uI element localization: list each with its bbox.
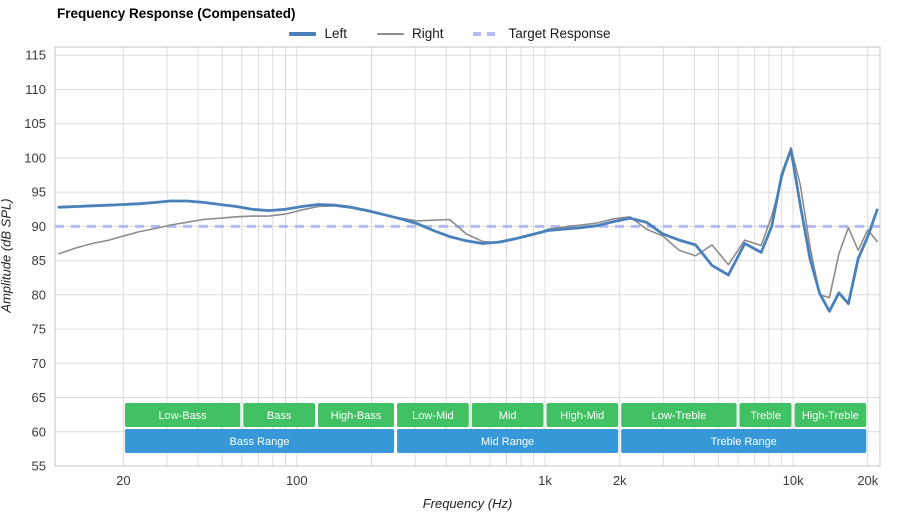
left-line-swatch	[289, 31, 317, 36]
band-treble	[739, 403, 792, 427]
band-mid-range	[397, 429, 619, 453]
band-label: High-Bass	[331, 410, 382, 422]
band-mid	[471, 403, 544, 427]
y-tick-label: 115	[25, 48, 46, 63]
band-high-treble	[794, 403, 867, 427]
legend-label-target-response: Target Response	[508, 26, 611, 41]
legend-label-left: Left	[324, 26, 347, 41]
x-tick-label: 1k	[538, 473, 552, 488]
band-label: Low-Mid	[412, 410, 454, 422]
y-tick-label: 75	[32, 322, 46, 337]
band-low-bass	[124, 403, 241, 427]
legend-item-target-response[interactable]: Target Response	[473, 26, 611, 41]
target-response-swatch	[473, 31, 501, 36]
chart-legend: Left Right Target Response	[0, 26, 900, 41]
y-tick-label: 90	[32, 219, 46, 234]
y-tick-label: 100	[24, 150, 46, 165]
band-label: Treble	[750, 410, 781, 422]
main-bands: Bass Range Mid Range Treble Range	[124, 429, 867, 453]
band-low-mid	[397, 403, 469, 427]
band-label: High-Treble	[802, 410, 859, 422]
y-axis-title: Amplitude (dB SPL)	[0, 198, 14, 313]
band-high-mid	[546, 403, 619, 427]
band-bass-range	[124, 429, 395, 453]
band-label: Treble Range	[711, 436, 777, 448]
band-high-bass	[318, 403, 395, 427]
band-label: Bass Range	[230, 436, 290, 448]
band-label: Mid Range	[481, 436, 534, 448]
x-tick-label: 2k	[613, 473, 627, 488]
band-treble-range	[621, 429, 867, 453]
y-tick-label: 70	[32, 356, 46, 371]
y-tick-label: 80	[32, 287, 46, 302]
x-tick-label: 10k	[783, 473, 804, 488]
y-tick-labels: 55 60 65 70 75 80 85 90 95 100 105 110 115	[24, 48, 46, 474]
x-tick-label: 20	[116, 473, 130, 488]
band-low-treble	[621, 403, 737, 427]
x-tick-label: 100	[286, 473, 308, 488]
y-tick-label: 105	[24, 116, 46, 131]
x-axis-title: Frequency (Hz)	[422, 496, 513, 511]
band-bass	[243, 403, 315, 427]
y-tick-label: 60	[32, 424, 46, 439]
y-tick-label: 110	[25, 82, 46, 97]
y-tick-label: 55	[32, 459, 46, 474]
y-tick-label: 85	[32, 253, 46, 268]
y-tick-label: 95	[32, 185, 46, 200]
y-tick-label: 65	[32, 390, 46, 405]
legend-item-right[interactable]: Right	[376, 26, 444, 41]
right-line-swatch	[376, 32, 404, 35]
band-label: Low-Treble	[652, 410, 707, 422]
gridlines	[54, 46, 881, 467]
band-label: Bass	[267, 410, 292, 422]
left-curve	[57, 148, 879, 313]
legend-item-left[interactable]: Left	[289, 26, 347, 41]
x-tick-labels: 20 100 1k 2k 10k 20k	[116, 473, 879, 488]
band-label: Low-Bass	[158, 410, 207, 422]
band-label: High-Mid	[560, 410, 604, 422]
band-label: Mid	[499, 410, 517, 422]
legend-label-right: Right	[411, 26, 444, 41]
x-tick-label: 20k	[857, 473, 878, 488]
chart-title: Frequency Response (Compensated)	[57, 6, 296, 21]
sub-bands: Low-Bass Bass High-Bass Low-Mid Mid High-Mid L…	[124, 403, 867, 427]
